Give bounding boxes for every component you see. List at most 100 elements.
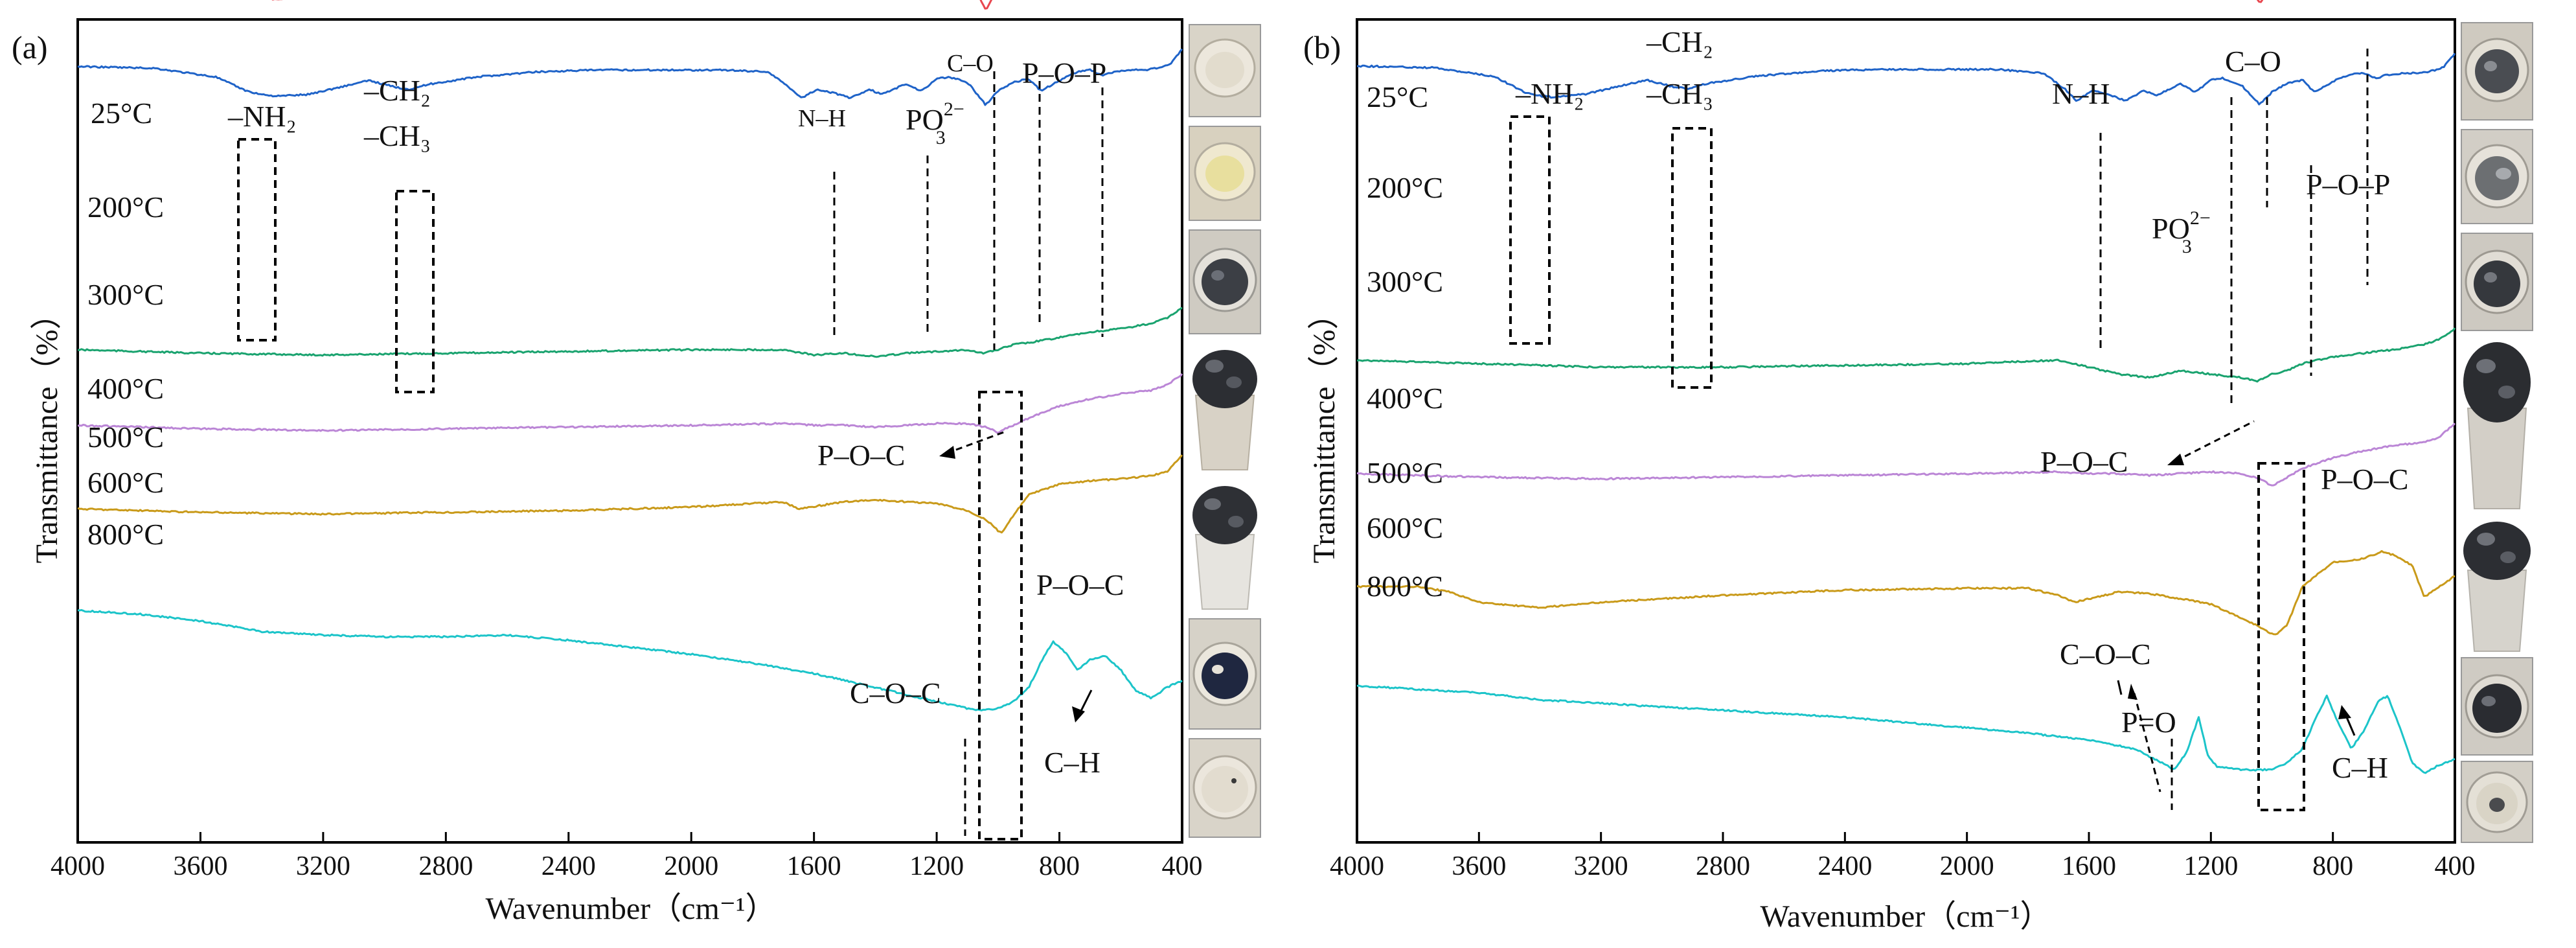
series-line-b-600c xyxy=(1357,549,2456,636)
anno-nh2: –NH₂ xyxy=(227,100,296,133)
anno-b-poc-upper: P–O–C xyxy=(2040,445,2128,478)
photo-a-600c xyxy=(1189,618,1261,730)
x-tick-label-a-3600: 3600 xyxy=(173,851,227,881)
anno-ch3: –CH₃ xyxy=(363,119,431,152)
anno-b-ch: C–H xyxy=(2332,751,2388,784)
temp-label-600c: 600°C xyxy=(87,466,164,499)
arrow-poc-upper-head xyxy=(939,446,955,459)
panel-b-xlabel: Wavenumber（cm⁻¹） xyxy=(1760,899,2051,934)
arrow-b-poc-head xyxy=(2167,454,2184,465)
box-poc xyxy=(978,391,1023,840)
photo-b-400c xyxy=(2461,336,2533,511)
anno-coc: C–O–C xyxy=(850,676,941,710)
x-tick-label-b-800: 800 xyxy=(2312,851,2353,881)
series-line-b-300c xyxy=(1357,52,2456,106)
temp-label-500c: 500°C xyxy=(87,421,164,454)
anno-ch2: –CH₂ xyxy=(363,74,431,107)
box-b-nh2 xyxy=(1509,115,1551,345)
anno-b-po3-sub: 3 xyxy=(2182,236,2192,257)
panel-b: (b) 4000 3600 3200 2800 2400 2000 1600 1200 800 4… xyxy=(1303,0,2533,934)
anno-b-po3-sup: 2− xyxy=(2190,207,2211,229)
photo-a-200c xyxy=(1189,126,1261,221)
photo-b-300c xyxy=(2461,233,2533,331)
box-b-poc xyxy=(2257,462,2305,811)
panel-a-x-ticks: 4000 3600 3200 2800 2400 2000 1600 1200 800 400 xyxy=(51,832,1203,881)
temp-label-b-800c: 800°C xyxy=(1367,570,1443,603)
anno-b-pop: P–O–P xyxy=(2306,168,2390,201)
x-tick-label-b-2800: 2800 xyxy=(1696,851,1750,881)
x-tick-label-b-400: 400 xyxy=(2435,851,2476,881)
x-tick-label-b-1600: 1600 xyxy=(2062,851,2116,881)
panel-b-ylabel: Transmittance（%） xyxy=(1307,299,1341,564)
anno-b-coc: C–O–C xyxy=(2060,638,2151,671)
x-tick-label-b-1200: 1200 xyxy=(2183,851,2238,881)
box-ch2-ch3 xyxy=(395,190,435,393)
series-line-a-400c xyxy=(77,306,1183,358)
series-line-a-500c xyxy=(77,373,1183,434)
arrow-b-ch-head xyxy=(2338,705,2351,719)
x-tick-label-a-1200: 1200 xyxy=(909,851,964,881)
photo-a-800c xyxy=(1189,738,1261,838)
x-tick-label-a-800: 800 xyxy=(1039,851,1080,881)
box-b-ch2-ch3 xyxy=(1671,127,1713,389)
x-tick-label-b-4000: 4000 xyxy=(1330,851,1384,881)
series-line-b-500c xyxy=(1356,422,2456,487)
x-tick-label-a-2800: 2800 xyxy=(418,851,473,881)
x-tick-label-a-400: 400 xyxy=(1162,851,1203,881)
temp-label-b-400c: 400°C xyxy=(1367,382,1443,415)
temp-label-200c: 200°C xyxy=(87,191,164,224)
panel-b-series-group xyxy=(1356,0,2456,774)
x-tick-label-b-3200: 3200 xyxy=(1574,851,1628,881)
anno-co: C–O xyxy=(947,50,994,77)
panel-b-photo-strip xyxy=(2461,22,2533,843)
anno-b-nh: N–H xyxy=(2052,77,2110,110)
photo-a-400c xyxy=(1189,340,1260,470)
arrow-ch-head xyxy=(1072,706,1085,723)
anno-po3-sub: 3 xyxy=(936,127,946,148)
anno-ch: C–H xyxy=(1044,746,1100,779)
arrow-b-poc-line xyxy=(2174,420,2255,463)
temp-label-b-500c: 500°C xyxy=(1367,456,1443,489)
anno-b-po: P=O xyxy=(2121,706,2176,739)
anno-b-ch3: –CH₃ xyxy=(1646,77,1713,110)
temp-label-b-25c: 25°C xyxy=(1367,80,1428,113)
photo-b-25c xyxy=(2461,22,2533,121)
panel-a-xlabel: Wavenumber（cm⁻¹） xyxy=(485,892,776,926)
anno-poc-lower: P–O–C xyxy=(1036,568,1124,601)
arrow-b-coc-dashed xyxy=(2133,693,2161,792)
temp-label-b-600c: 600°C xyxy=(1367,511,1443,544)
panel-a-frame xyxy=(76,18,1183,844)
anno-b-nh2: –NH₂ xyxy=(1515,77,1584,110)
photo-a-25c xyxy=(1189,24,1261,117)
panel-a: (a) 4000 3600 3200 2800 2400 2000 1600 1200 800 4… xyxy=(12,0,1261,926)
photo-b-800c xyxy=(2461,761,2533,843)
x-tick-label-a-3200: 3200 xyxy=(296,851,350,881)
series-line-a-300c xyxy=(77,48,1183,106)
anno-poc-upper: P–O–C xyxy=(817,439,905,472)
panel-a-photo-strip xyxy=(1189,24,1261,838)
panel-b-label: (b) xyxy=(1303,29,1341,65)
temp-label-b-300c: 300°C xyxy=(1367,265,1443,298)
x-tick-label-b-2400: 2400 xyxy=(1818,851,1872,881)
panel-b-frame xyxy=(1356,18,2456,844)
series-line-b-400c xyxy=(1356,327,2456,383)
series-line-b-800c xyxy=(1356,684,2456,774)
anno-pop: P–O–P xyxy=(1022,56,1106,89)
anno-b-ch2: –CH₂ xyxy=(1646,25,1713,58)
anno-po3: PO2− 3 xyxy=(906,98,964,148)
anno-nh: N–H xyxy=(798,105,846,132)
anno-b-co: C–O xyxy=(2225,45,2281,78)
box-nh2 xyxy=(237,138,277,341)
photo-a-500c xyxy=(1189,476,1260,610)
panel-a-series-group xyxy=(77,0,1183,711)
photo-b-600c xyxy=(2461,657,2533,756)
panel-a-label: (a) xyxy=(12,29,48,65)
x-tick-label-a-2000: 2000 xyxy=(664,851,718,881)
x-tick-label-a-1600: 1600 xyxy=(787,851,841,881)
temp-label-25c: 25°C xyxy=(91,97,152,130)
anno-b-po3-base: PO xyxy=(2152,212,2190,245)
photo-a-300c xyxy=(1189,229,1261,334)
x-tick-label-a-2400: 2400 xyxy=(541,851,596,881)
anno-b-po3: PO2− 3 xyxy=(2152,207,2211,257)
